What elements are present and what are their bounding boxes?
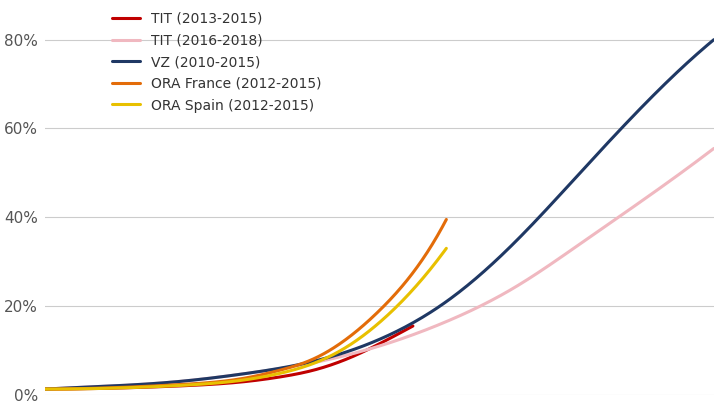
ORA Spain (2012-2015) [294,366,303,371]
ORA Spain (2012-2015) [41,387,50,392]
Line: VZ (2010-2015): VZ (2010-2015) [45,40,714,389]
VZ (2010-2015) [41,387,50,392]
Line: TIT (2013-2015): TIT (2013-2015) [45,326,413,389]
VZ (2010-2015) [709,37,718,42]
VZ (2010-2015) [306,360,314,365]
ORA France (2012-2015) [442,217,451,222]
ORA Spain (2012-2015) [442,246,451,251]
ORA Spain (2012-2015) [332,351,340,356]
TIT (2013-2015) [41,387,50,392]
VZ (2010-2015) [121,383,130,388]
ORA France (2012-2015) [330,345,339,350]
ORA Spain (2012-2015) [201,381,210,386]
ORA Spain (2012-2015) [44,387,52,392]
VZ (2010-2015) [527,223,536,228]
ORA Spain (2012-2015) [90,386,98,391]
VZ (2010-2015) [523,227,532,232]
ORA France (2012-2015) [172,382,180,387]
ORA France (2012-2015) [200,381,208,386]
TIT (2013-2015) [272,375,281,380]
TIT (2016-2018) [41,387,50,392]
Line: ORA France (2012-2015): ORA France (2012-2015) [45,220,447,389]
TIT (2016-2018) [462,310,470,315]
Line: ORA Spain (2012-2015): ORA Spain (2012-2015) [45,248,447,389]
TIT (2016-2018) [523,277,532,282]
ORA France (2012-2015) [89,386,98,391]
VZ (2010-2015) [258,368,267,373]
TIT (2013-2015) [409,324,417,328]
ORA Spain (2012-2015) [333,350,342,355]
TIT (2016-2018) [709,146,718,151]
TIT (2013-2015) [161,384,169,389]
ORA France (2012-2015) [41,387,50,392]
VZ (2010-2015) [462,284,470,289]
Line: TIT (2016-2018): TIT (2016-2018) [45,149,714,389]
Legend: TIT (2013-2015), TIT (2016-2018), VZ (2010-2015), ORA France (2012-2015), ORA Sp: TIT (2013-2015), TIT (2016-2018), VZ (20… [112,12,322,113]
TIT (2013-2015) [85,386,93,391]
TIT (2016-2018) [121,383,130,388]
TIT (2016-2018) [527,275,536,279]
TIT (2013-2015) [307,368,315,373]
TIT (2013-2015) [308,368,317,373]
ORA Spain (2012-2015) [172,383,181,388]
ORA France (2012-2015) [332,344,341,348]
ORA France (2012-2015) [293,363,302,368]
TIT (2016-2018) [306,361,314,366]
TIT (2016-2018) [258,369,267,374]
TIT (2013-2015) [187,383,195,388]
